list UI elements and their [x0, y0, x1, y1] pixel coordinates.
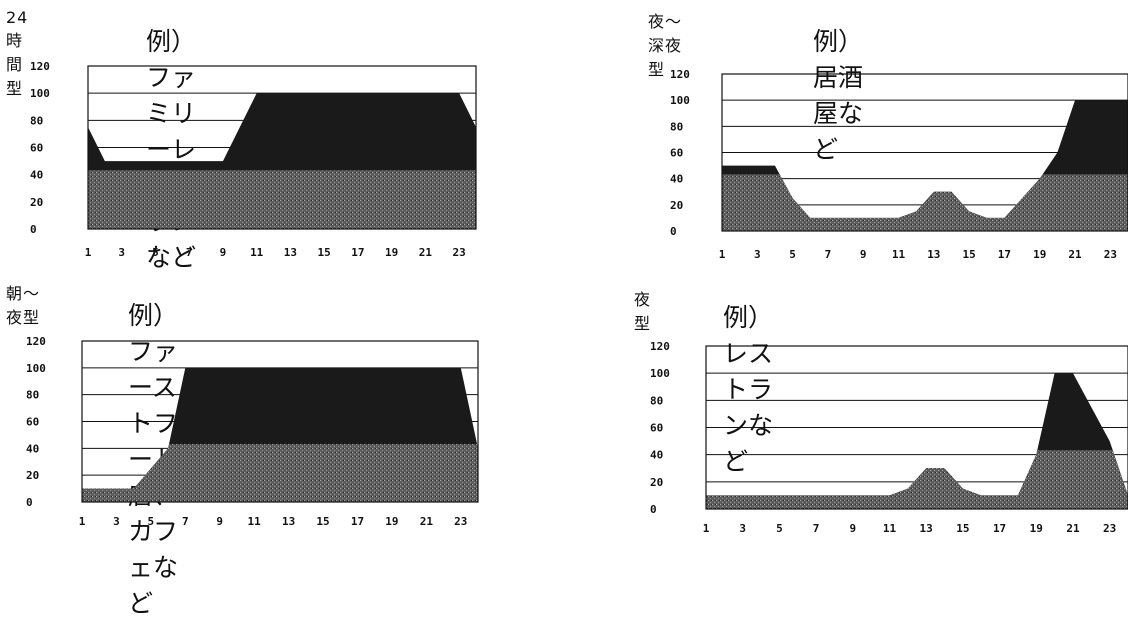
y-tick-label: 80 [26, 389, 39, 402]
y-tick-label: 80 [670, 120, 683, 133]
chart-subtitle: 例）ファミリーレストランなど [146, 22, 196, 274]
chart-subtitle: 例）レストランなど [723, 298, 773, 478]
chart-title: 夜〜深夜型 [648, 8, 682, 80]
x-tick-label: 23 [1103, 522, 1116, 535]
x-tick-label: 1 [79, 515, 86, 528]
x-tick-label: 9 [220, 246, 227, 259]
x-tick-label: 21 [1068, 248, 1082, 261]
x-tick-label: 19 [1030, 522, 1043, 535]
x-tick-label: 7 [813, 522, 820, 535]
x-tick-label: 17 [351, 246, 364, 259]
y-tick-label: 40 [30, 169, 43, 182]
x-tick-label: 19 [385, 515, 398, 528]
y-tick-label: 100 [670, 94, 690, 107]
y-tick-label: 80 [30, 114, 43, 127]
x-tick-label: 11 [883, 522, 897, 535]
x-tick-label: 21 [1066, 522, 1080, 535]
x-tick-label: 11 [892, 248, 906, 261]
y-tick-label: 0 [26, 496, 33, 509]
x-tick-label: 15 [318, 246, 331, 259]
x-tick-label: 3 [739, 522, 746, 535]
y-tick-label: 100 [26, 362, 46, 375]
x-tick-label: 1 [703, 522, 710, 535]
x-tick-label: 1 [85, 246, 92, 259]
x-tick-label: 15 [316, 515, 329, 528]
x-tick-label: 1 [719, 248, 726, 261]
chart-subtitle: 例）居酒屋など [813, 22, 863, 166]
x-tick-label: 17 [993, 522, 1006, 535]
x-tick-label: 17 [351, 515, 364, 528]
y-tick-label: 20 [30, 196, 43, 209]
x-tick-label: 9 [860, 248, 867, 261]
x-tick-label: 15 [963, 248, 976, 261]
x-tick-label: 23 [454, 515, 467, 528]
x-tick-label: 9 [216, 515, 223, 528]
y-tick-label: 60 [30, 142, 43, 155]
x-tick-label: 9 [849, 522, 856, 535]
chart-subtitle: 例）ファーストフード店、カフェなど [128, 296, 178, 620]
y-tick-label: 20 [650, 476, 663, 489]
x-tick-label: 11 [250, 246, 264, 259]
x-tick-label: 11 [248, 515, 262, 528]
y-tick-label: 60 [650, 422, 663, 435]
y-tick-label: 20 [26, 469, 39, 482]
x-tick-label: 3 [118, 246, 125, 259]
y-tick-label: 120 [26, 335, 46, 348]
y-tick-label: 40 [650, 449, 663, 462]
x-tick-label: 21 [420, 515, 434, 528]
chart-title: 朝〜夜型 [6, 280, 40, 328]
y-tick-label: 80 [650, 394, 663, 407]
y-tick-label: 0 [30, 223, 37, 236]
x-tick-label: 13 [920, 522, 933, 535]
x-tick-label: 15 [956, 522, 969, 535]
x-tick-label: 7 [825, 248, 832, 261]
y-tick-label: 100 [30, 87, 50, 100]
x-tick-label: 3 [113, 515, 120, 528]
y-tick-label: 120 [30, 60, 50, 73]
y-tick-label: 120 [650, 340, 670, 353]
x-tick-label: 5 [776, 522, 783, 535]
y-tick-label: 0 [650, 503, 657, 516]
x-tick-label: 23 [453, 246, 466, 259]
y-tick-label: 60 [26, 416, 39, 429]
x-tick-label: 21 [419, 246, 433, 259]
x-tick-label: 3 [754, 248, 761, 261]
plot-frame [722, 74, 1128, 231]
x-tick-label: 13 [282, 515, 295, 528]
chart-title: 24時間型 [6, 8, 28, 99]
x-tick-label: 23 [1104, 248, 1117, 261]
area-series [722, 100, 1128, 231]
y-tick-label: 40 [670, 173, 683, 186]
y-tick-label: 100 [650, 367, 670, 380]
x-tick-label: 19 [385, 246, 398, 259]
chart-title: 夜型 [634, 286, 651, 334]
x-tick-label: 5 [789, 248, 796, 261]
y-tick-label: 20 [670, 199, 683, 212]
y-tick-label: 0 [670, 225, 677, 238]
x-tick-label: 7 [182, 515, 189, 528]
x-tick-label: 17 [998, 248, 1011, 261]
x-tick-label: 13 [927, 248, 940, 261]
x-tick-label: 13 [284, 246, 297, 259]
area-texture [722, 174, 1128, 231]
x-tick-label: 19 [1033, 248, 1046, 261]
y-tick-label: 60 [670, 147, 683, 160]
y-tick-label: 40 [26, 442, 39, 455]
